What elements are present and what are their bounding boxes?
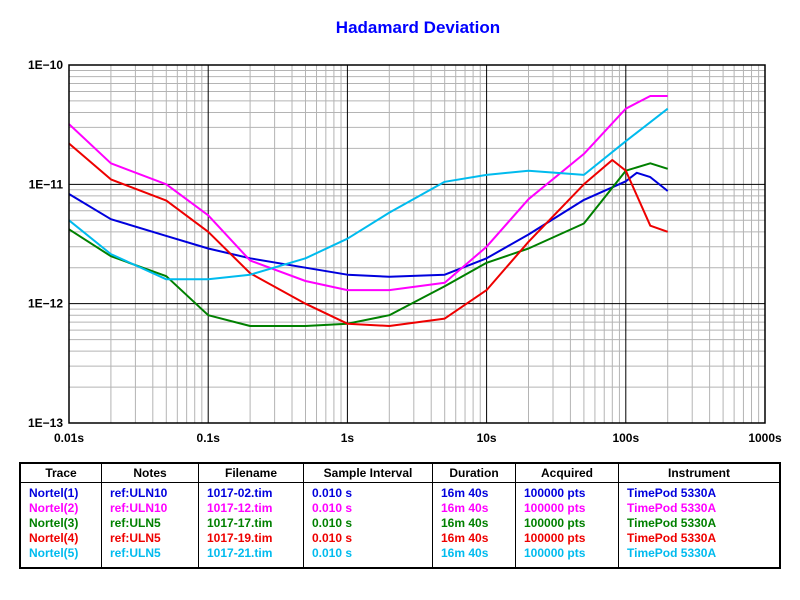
chart-title: Hadamard Deviation: [335, 18, 501, 37]
plot-frame: [68, 64, 766, 424]
series-line-nortel3: [68, 162, 669, 327]
cell-acquired: 100000 pts: [515, 546, 619, 568]
cell-acquired: 100000 pts: [515, 482, 619, 501]
cell-trace: Nortel(1): [19, 482, 102, 501]
cell-trace: Nortel(4): [19, 531, 102, 546]
x-tick-label: 0.01s: [54, 431, 84, 445]
cell-duration: 16m 40s: [432, 482, 516, 501]
legend-row: Nortel(3) ref:ULN5 1017-17.tim 0.010 s 16m 4…: [19, 516, 781, 531]
cell-trace: Nortel(3): [19, 516, 102, 531]
cell-filename: 1017-17.tim: [198, 516, 304, 531]
legend-body: Nortel(1) ref:ULN10 1017-02.tim 0.010 s 16m …: [19, 482, 781, 568]
cell-trace: Nortel(2): [19, 501, 102, 516]
cell-acquired: 100000 pts: [515, 501, 619, 516]
header-sample-interval: Sample Interval: [303, 463, 433, 483]
header-filename: Filename: [198, 463, 304, 483]
cell-notes: ref:ULN5: [101, 546, 199, 568]
x-tick-label: 100s: [612, 431, 639, 445]
series-line-nortel5: [68, 107, 669, 281]
minor-grid: [69, 65, 765, 423]
cell-notes: ref:ULN10: [101, 482, 199, 501]
cell-instrument: TimePod 5330A: [618, 501, 781, 516]
series-line-nortel1: [68, 171, 669, 278]
header-acquired: Acquired: [515, 463, 619, 483]
y-tick-label: 1E−12: [28, 297, 63, 311]
x-tick-label: 1s: [341, 431, 355, 445]
cell-filename: 1017-19.tim: [198, 531, 304, 546]
tick-labels: 0.01s 0.1s 1s 10s 100s 1000s 1E−10 1E−11 1E−12 1E…: [28, 58, 782, 445]
legend-row: Nortel(5) ref:ULN5 1017-21.tim 0.010 s 16m 4…: [19, 546, 781, 568]
cell-instrument: TimePod 5330A: [618, 531, 781, 546]
major-grid: [68, 64, 766, 424]
cell-notes: ref:ULN5: [101, 531, 199, 546]
x-tick-label: 0.1s: [197, 431, 221, 445]
y-tick-label: 1E−11: [29, 177, 64, 191]
series-line-nortel4: [68, 142, 669, 327]
cell-filename: 1017-21.tim: [198, 546, 304, 568]
cell-duration: 16m 40s: [432, 546, 516, 568]
x-tick-label: 1000s: [748, 431, 782, 445]
legend-row: Nortel(1) ref:ULN10 1017-02.tim 0.010 s 16m …: [19, 482, 781, 501]
cell-sample-interval: 0.010 s: [303, 516, 433, 531]
legend-header-row: Trace Notes Filename Sample Interval Dur…: [19, 463, 781, 483]
header-duration: Duration: [432, 463, 516, 483]
cell-sample-interval: 0.010 s: [303, 546, 433, 568]
y-tick-label: 1E−13: [28, 416, 63, 430]
x-tick-label: 10s: [477, 431, 497, 445]
cell-acquired: 100000 pts: [515, 516, 619, 531]
header-notes: Notes: [101, 463, 199, 483]
cell-notes: ref:ULN10: [101, 501, 199, 516]
cell-filename: 1017-12.tim: [198, 501, 304, 516]
legend-row: Nortel(4) ref:ULN5 1017-19.tim 0.010 s 16m 4…: [19, 531, 781, 546]
header-instrument: Instrument: [618, 463, 781, 483]
cell-sample-interval: 0.010 s: [303, 531, 433, 546]
cell-sample-interval: 0.010 s: [303, 501, 433, 516]
cell-acquired: 100000 pts: [515, 531, 619, 546]
cell-instrument: TimePod 5330A: [618, 516, 781, 531]
legend-row: Nortel(2) ref:ULN10 1017-12.tim 0.010 s 16m …: [19, 501, 781, 516]
cell-filename: 1017-02.tim: [198, 482, 304, 501]
series-line-nortel2: [68, 95, 668, 292]
cell-instrument: TimePod 5330A: [618, 482, 781, 501]
cell-notes: ref:ULN5: [101, 516, 199, 531]
plot-area: 0.01s 0.1s 1s 10s 100s 1000s 1E−10 1E−11 1E−12 1E…: [28, 58, 782, 445]
cell-instrument: TimePod 5330A: [618, 546, 781, 568]
header-trace: Trace: [19, 463, 102, 483]
series-layer: [68, 95, 669, 327]
y-tick-label: 1E−10: [28, 58, 63, 72]
cell-duration: 16m 40s: [432, 531, 516, 546]
cell-duration: 16m 40s: [432, 516, 516, 531]
cell-sample-interval: 0.010 s: [303, 482, 433, 501]
legend-table: Trace Notes Filename Sample Interval Dur…: [19, 462, 781, 569]
cell-trace: Nortel(5): [19, 546, 102, 568]
cell-duration: 16m 40s: [432, 501, 516, 516]
